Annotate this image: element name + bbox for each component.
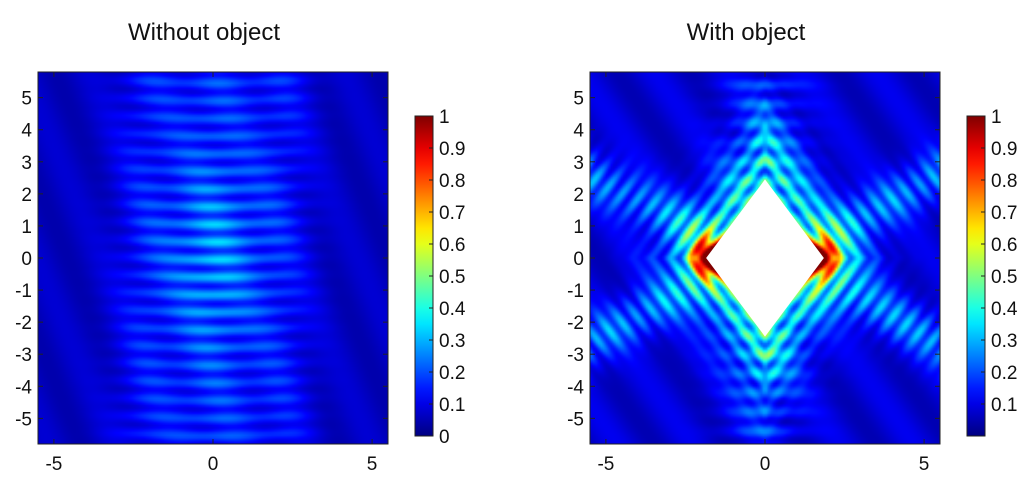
heatmap-field [38,72,388,444]
chart-title-right: With object [687,19,806,46]
colorbar-tick-label: 0.9 [439,139,465,160]
colorbar-tick-label: 0.9 [991,139,1017,160]
colorbar-tick-label: 0.8 [991,171,1017,192]
colorbar-tick-label: 0.1 [439,395,465,416]
y-tick-label: 3 [21,153,32,174]
y-tick-label: -2 [567,313,584,334]
y-tick-label: -2 [15,313,32,334]
colorbar-tick-label: 1 [991,107,1002,128]
diamond-object [706,179,824,337]
colorbar-tick-label: 0.4 [439,299,466,320]
y-tick-label: 4 [573,121,584,142]
y-tick-label: -3 [15,345,32,366]
y-tick-label: 0 [21,249,32,270]
colorbar-tick-label: 0.4 [991,299,1018,320]
y-tick-label: -5 [15,409,32,430]
y-tick-label: 2 [21,185,32,206]
colorbar-tick-label: 0.7 [439,203,465,224]
y-tick-label: 1 [573,217,584,238]
colorbar-tick-label: 0.6 [439,235,465,256]
colorbar-right: 1 0.9 0.8 0.7 0.6 0.5 0.4 0.3 0.2 0.1 [966,107,1018,437]
colorbar-tick-label: 0 [439,427,450,448]
y-tick-label: 0 [573,249,584,270]
colorbar-tick-label: 0.1 [991,395,1017,416]
colorbar-tick-label: 0.5 [991,267,1017,288]
x-tick-label: 5 [367,454,378,475]
x-tick-label: 0 [760,454,771,475]
colorbar-tick-label: 0.5 [439,267,465,288]
y-tick-label: 4 [21,121,32,142]
colorbar-tick-label: 0.2 [991,363,1017,384]
y-tick-label: -1 [567,281,584,302]
panel-without-object: Without object -5 0 5 5 4 3 2 1 0 -1 -2 -3 -4 -5 1 0.9… [15,19,466,475]
y-tick-label: -4 [567,377,584,398]
y-tick-label: 3 [573,153,584,174]
colorbar-tick-label: 1 [439,107,450,128]
colorbar-tick-label: 0.2 [439,363,465,384]
x-tick-label: 5 [919,454,930,475]
heatmap-plot-left: -5 0 5 5 4 3 2 1 0 -1 -2 -3 -4 -5 [15,71,389,475]
colorbar-tick-label: 0.6 [991,235,1017,256]
y-tick-label: 5 [21,89,32,110]
x-tick-label: -5 [597,454,614,475]
y-tick-label: -3 [567,345,584,366]
chart-title-left: Without object [128,19,280,46]
colorbar-tick-label: 0.7 [991,203,1017,224]
colorbar-tick-label: 0.3 [439,331,465,352]
heatmap-plot-right: -5 0 5 5 4 3 2 1 0 -1 -2 -3 -4 -5 [567,71,941,475]
colorbar-tick-label: 0.3 [991,331,1017,352]
colorbar-left: 1 0.9 0.8 0.7 0.6 0.5 0.4 0.3 0.2 0.1 0 [414,107,466,448]
y-tick-label: 5 [573,89,584,110]
colorbar-tick-label: 0.8 [439,171,465,192]
x-tick-label: 0 [208,454,219,475]
y-tick-label: 2 [573,185,584,206]
x-tick-label: -5 [45,454,62,475]
y-tick-label: -4 [15,377,32,398]
y-tick-label: -1 [15,281,32,302]
y-tick-label: 1 [21,217,32,238]
panel-with-object: With object -5 0 5 5 4 3 2 1 0 -1 -2 -3 -4 -5 1 0.9 0.8… [567,19,1018,475]
y-tick-label: -5 [567,409,584,430]
